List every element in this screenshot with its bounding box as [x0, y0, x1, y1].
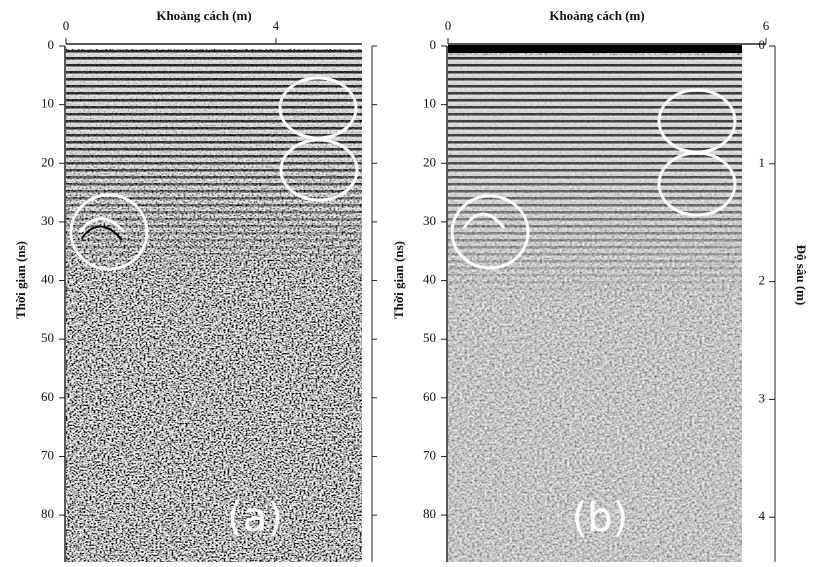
panel-label: (b) [572, 495, 629, 541]
y-tick-label: 10 [423, 96, 436, 111]
y-tick-label: 20 [41, 154, 54, 169]
x-tick-label: 4 [273, 18, 280, 33]
y-tick-label: 40 [423, 272, 436, 287]
radargram-b [448, 45, 742, 562]
y-tick-label: 40 [41, 272, 54, 287]
y-tick-label: 0 [430, 37, 437, 52]
x-tick-label: 0 [445, 18, 452, 33]
y-tick-label: 60 [41, 389, 54, 404]
radargram-a [66, 45, 362, 562]
x-axis-title: Khoảng cách (m) [549, 8, 644, 23]
x-tick-label: 6 [763, 18, 770, 33]
x-tick-label: 0 [63, 18, 70, 33]
y-tick-label: 80 [41, 506, 54, 521]
y-tick-label: 80 [423, 506, 436, 521]
y2-tick-label: 2 [759, 273, 766, 288]
panel-label: (a) [227, 495, 283, 541]
y-tick-label: 70 [423, 447, 436, 462]
y-tick-label: 50 [423, 330, 436, 345]
y-tick-label: 70 [41, 447, 54, 462]
x-axis-title: Khoảng cách (m) [156, 8, 251, 23]
y-axis-title: Thời gian (ns) [13, 241, 28, 319]
y2-tick-label: 1 [759, 155, 766, 170]
y-tick-label: 30 [41, 213, 54, 228]
y2-tick-label: 0 [759, 37, 766, 52]
y-tick-label: 20 [423, 154, 436, 169]
y-axis-title: Thời gian (ns) [391, 241, 406, 319]
y-tick-label: 50 [41, 330, 54, 345]
y2-axis-title: Độ sâu (m) [794, 245, 809, 306]
y-tick-label: 0 [48, 37, 55, 52]
y2-tick-label: 4 [759, 508, 766, 523]
y2-tick-label: 3 [759, 390, 766, 405]
y-tick-label: 10 [41, 96, 54, 111]
y-tick-label: 30 [423, 213, 436, 228]
y-tick-label: 60 [423, 389, 436, 404]
